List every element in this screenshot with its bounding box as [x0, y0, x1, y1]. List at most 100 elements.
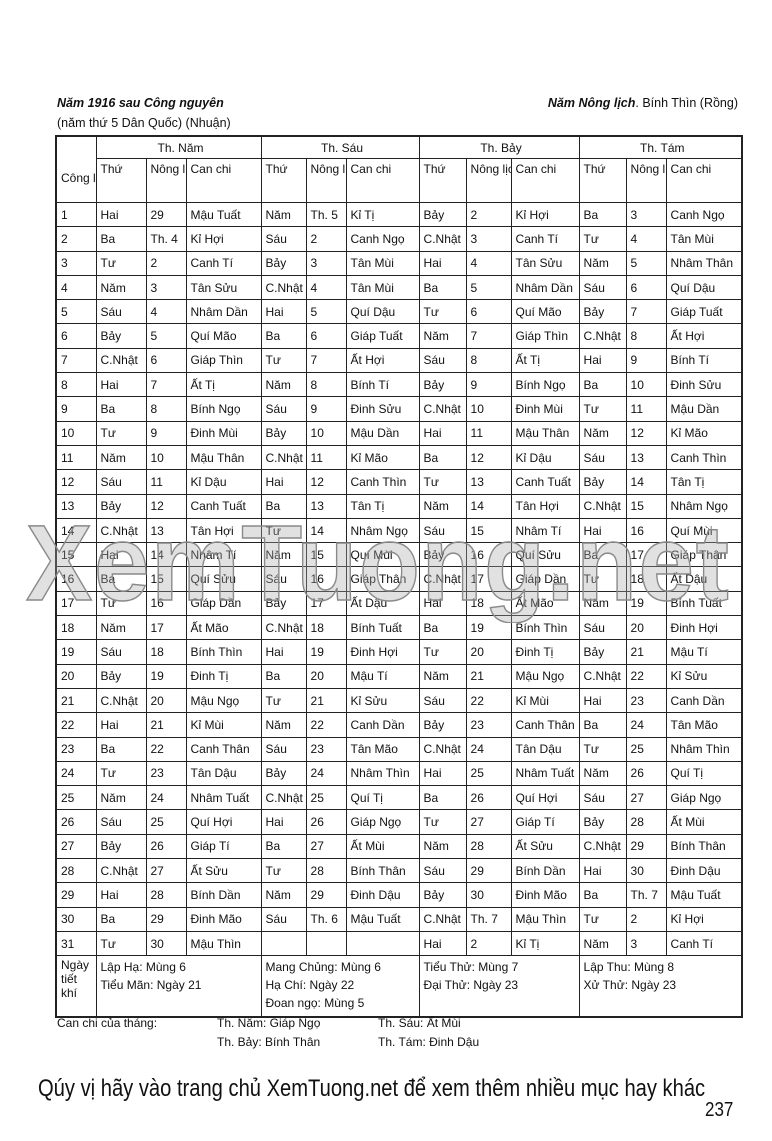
- weekday: Năm: [578, 590, 627, 617]
- sub-header: Nông lịch: [625, 158, 667, 203]
- weekday: Sáu: [260, 226, 307, 252]
- tiet-khi-item: Đại Thử: Ngày 23: [423, 978, 519, 993]
- weekday: Hai: [260, 809, 307, 835]
- can-chi: Kỉ Mão: [345, 444, 420, 471]
- lunar-day: 16: [465, 542, 512, 568]
- can-chi: Tân Mùi: [345, 274, 420, 301]
- can-chi: Đinh Tị: [510, 639, 580, 665]
- weekday: C.Nhật: [418, 736, 467, 762]
- lunar-day: 13: [465, 469, 512, 495]
- weekday: Sáu: [578, 444, 627, 471]
- can-chi: Bính Tuất: [345, 615, 420, 641]
- can-chi: Mậu Thân: [185, 444, 262, 471]
- table-row: 29 Hai 28 Bính Dần Năm 29 Đinh Dậu Bảy 30 Đinh Mã…: [55, 882, 743, 908]
- solar-day: 31: [55, 930, 97, 957]
- lunar-day: 4: [305, 274, 347, 301]
- weekday: Ba: [95, 226, 147, 252]
- weekday: Tư: [578, 396, 627, 422]
- weekday: C.Nhật: [260, 615, 307, 641]
- lunar-day: 24: [625, 712, 667, 738]
- weekday: Sáu: [418, 517, 467, 544]
- lunar-day: 13: [625, 444, 667, 471]
- lunar-day: 7: [625, 299, 667, 325]
- weekday: Tư: [418, 639, 467, 665]
- lunar-day: 10: [145, 444, 187, 471]
- weekday: Ba: [578, 712, 627, 738]
- table-row: 16 Ba 15 Quí Sửu Sáu 16 Giáp Thân C.Nhật 17 Giáp …: [55, 566, 743, 592]
- weekday: Bảy: [95, 663, 147, 689]
- table-row: 3 Tư 2 Canh Tí Bảy 3 Tân Mùi Hai 4 Tân Sửu Năm 5 Nhâ…: [55, 250, 743, 276]
- can-chi: Tân Tị: [665, 469, 743, 495]
- table-row: 5 Sáu 4 Nhâm Dần Hai 5 Quí Dậu Tư 6 Quí Mão Bảy 7 Gi…: [55, 299, 743, 325]
- can-chi: Quí Dậu: [665, 274, 743, 301]
- weekday: Ba: [418, 615, 467, 641]
- weekday: Ba: [418, 274, 467, 301]
- can-chi: Đinh Mùi: [510, 396, 580, 422]
- can-chi: Canh Tuất: [510, 469, 580, 495]
- can-chi: Bính Ngọ: [185, 396, 262, 422]
- can-chi: Mậu Tí: [665, 639, 743, 665]
- lunar-day: 2: [625, 906, 667, 932]
- weekday: Ba: [95, 906, 147, 932]
- can-chi: Đinh Dậu: [345, 882, 420, 908]
- lunar-day: 18: [305, 615, 347, 641]
- solar-day: 16: [55, 566, 97, 592]
- lunar-day: 12: [465, 444, 512, 471]
- lunar-day: 2: [305, 226, 347, 252]
- table-row: 4 Năm 3 Tân Sửu C.Nhật 4 Tân Mùi Ba 5 Nhâm Dần Sáu…: [55, 274, 743, 301]
- tiet-khi-label: Ngày tiết khí: [55, 955, 97, 1018]
- weekday: Tư: [260, 517, 307, 544]
- can-chi: Giáp Thìn: [510, 323, 580, 349]
- month-header: Th. Năm: [95, 135, 262, 159]
- weekday: Hai: [578, 687, 627, 714]
- can-chi: Tân Hợi: [185, 517, 262, 544]
- month-can-chi-tam: Th. Tám: Đinh Dậu: [378, 1035, 480, 1049]
- weekday: Sáu: [418, 858, 467, 884]
- lunar-day: 27: [305, 833, 347, 860]
- weekday: Ba: [578, 882, 627, 908]
- weekday: Bảy: [418, 372, 467, 398]
- weekday: Bảy: [260, 250, 307, 276]
- lunar-day: 21: [145, 712, 187, 738]
- weekday: Sáu: [578, 274, 627, 301]
- lunar-day: 11: [465, 420, 512, 446]
- lunar-day: 15: [305, 542, 347, 568]
- lunar-day: 4: [145, 299, 187, 325]
- lunar-day: 29: [305, 882, 347, 908]
- can-chi: Ất Mão: [510, 590, 580, 617]
- sub-header: Thứ: [260, 158, 307, 203]
- weekday: Ba: [418, 785, 467, 811]
- can-chi: Giáp Tuất: [665, 299, 743, 325]
- lunar-day: 19: [145, 663, 187, 689]
- can-chi: Bính Thìn: [185, 639, 262, 665]
- can-chi: Mậu Ngọ: [185, 687, 262, 714]
- weekday: C.Nhật: [95, 517, 147, 544]
- lunar-day: 28: [145, 882, 187, 908]
- can-chi: Đinh Sửu: [665, 372, 743, 398]
- can-chi: Ất Tị: [185, 372, 262, 398]
- lunar-day: 29: [625, 833, 667, 860]
- can-chi: Mậu Thân: [510, 420, 580, 446]
- can-chi: Mậu Dần: [665, 396, 743, 422]
- can-chi: Đinh Hợi: [345, 639, 420, 665]
- weekday: C.Nhật: [260, 274, 307, 301]
- year-title: Năm 1916 sau Công nguyên: [57, 96, 224, 110]
- lunar-day: 16: [145, 590, 187, 617]
- can-chi: Giáp Thân: [345, 566, 420, 592]
- solar-day: 30: [55, 906, 97, 932]
- weekday: Năm: [260, 201, 307, 228]
- lunar-day: 5: [145, 323, 187, 349]
- weekday: Bảy: [578, 809, 627, 835]
- site-banner[interactable]: Qúy vị hãy vào trang chủ XemTuong.net để…: [38, 1075, 706, 1102]
- can-chi: Bính Tí: [665, 347, 743, 374]
- table-row: 27 Bảy 26 Giáp Tí Ba 27 Ất Mùi Năm 28 Ất Sửu C.Nhậ…: [55, 833, 743, 860]
- weekday: Hai: [578, 858, 627, 884]
- solar-day: 27: [55, 833, 97, 860]
- solar-day: 18: [55, 615, 97, 641]
- can-chi: Tân Sửu: [510, 250, 580, 276]
- solar-day: 14: [55, 517, 97, 544]
- tiet-khi-cell: Mang Chủng: Mùng 6 Hạ Chí: Ngày 22 Đoan ng…: [260, 955, 420, 1018]
- table-row: 11 Năm 10 Mậu Thân C.Nhật 11 Kỉ Mão Ba 12 Kỉ Dậu S…: [55, 444, 743, 471]
- solar-day: 21: [55, 687, 97, 714]
